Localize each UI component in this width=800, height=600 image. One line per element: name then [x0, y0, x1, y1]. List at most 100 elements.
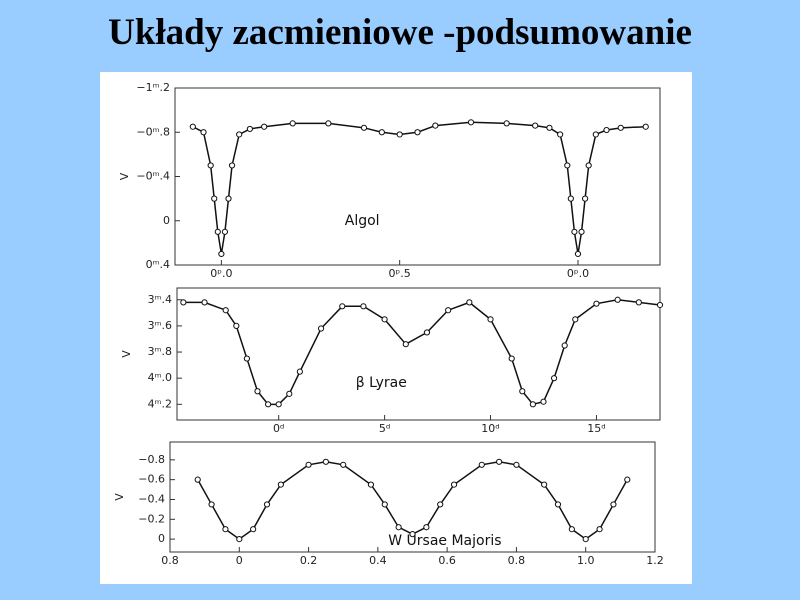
data-point: [208, 501, 215, 508]
data-point: [592, 131, 599, 138]
data-point: [222, 307, 229, 314]
data-point: [225, 195, 232, 202]
data-point: [275, 401, 282, 408]
data-point: [572, 316, 579, 323]
data-point: [550, 375, 558, 382]
x-tick-label: 0.8: [161, 554, 179, 567]
data-point: [201, 299, 208, 306]
data-point: [554, 501, 562, 508]
data-point: [264, 401, 272, 408]
x-tick-label: 10ᵈ: [481, 422, 499, 435]
y-tick-label: 4ᵐ.2: [148, 397, 172, 410]
data-point: [200, 129, 207, 136]
data-point: [508, 355, 515, 362]
data-point: [610, 501, 617, 508]
data-point: [378, 129, 385, 136]
data-point: [243, 355, 251, 362]
x-tick-label: 1.0: [577, 554, 595, 567]
x-tick-label: 15ᵈ: [587, 422, 605, 435]
y-tick-label: −0.6: [138, 473, 165, 486]
data-point: [381, 501, 388, 508]
data-point: [564, 162, 571, 169]
y-tick-label: 0: [163, 214, 170, 227]
y-axis-label: V: [120, 350, 133, 358]
y-axis-label: V: [113, 493, 126, 501]
data-point: [236, 536, 243, 543]
data-point: [496, 458, 503, 465]
data-point: [503, 120, 510, 127]
data-point: [340, 461, 347, 468]
data-point: [617, 124, 624, 131]
data-point: [467, 119, 475, 126]
y-tick-label: 4ᵐ.0: [148, 371, 172, 384]
data-point: [263, 501, 271, 508]
data-point: [596, 526, 603, 533]
data-point: [642, 123, 649, 130]
data-point: [317, 325, 325, 332]
y-tick-label: 3ᵐ.6: [148, 319, 172, 332]
x-tick-label: 0.4: [369, 554, 387, 567]
data-point: [571, 228, 578, 235]
data-point: [180, 299, 187, 306]
x-tick-label: 0.8: [508, 554, 526, 567]
data-point: [568, 526, 575, 533]
data-point: [540, 398, 547, 405]
data-point: [414, 129, 421, 136]
data-point: [423, 524, 430, 531]
data-point: [478, 461, 485, 468]
slide-title: Układy zacmieniowe -podsumowanie: [108, 12, 692, 53]
y-tick-label: 3ᵐ.4: [148, 293, 172, 306]
data-point: [339, 303, 346, 310]
light-curve: [183, 299, 661, 406]
data-point: [214, 228, 221, 235]
figure-panel: [100, 72, 692, 584]
data-point: [656, 301, 664, 309]
data-point: [305, 461, 312, 468]
data-point: [519, 388, 526, 395]
plot-frame: [169, 441, 656, 553]
y-tick-label: −0.8: [138, 453, 165, 466]
data-point: [432, 122, 439, 129]
data-point: [246, 125, 253, 133]
data-point: [189, 123, 196, 130]
data-point: [207, 162, 214, 169]
x-tick-label: 0ᵖ.0: [210, 267, 232, 280]
x-tick-label: 0: [236, 554, 243, 567]
data-point: [194, 476, 201, 483]
data-point: [250, 526, 257, 533]
data-point: [396, 131, 403, 138]
data-point: [561, 342, 568, 349]
data-point: [487, 316, 494, 323]
data-point: [222, 526, 229, 533]
data-point: [614, 296, 621, 303]
data-point: [635, 299, 642, 306]
data-point: [567, 195, 574, 202]
y-tick-label: −0ᵐ.4: [136, 170, 170, 183]
data-point: [437, 501, 444, 508]
data-point: [578, 228, 585, 235]
data-point: [624, 476, 631, 483]
data-point: [322, 458, 329, 465]
y-tick-label: −0.4: [138, 492, 165, 505]
data-point: [582, 536, 589, 543]
data-point: [593, 300, 600, 307]
data-point: [582, 195, 589, 202]
data-point: [585, 162, 592, 169]
data-point: [211, 195, 218, 202]
data-point: [402, 341, 409, 348]
curve-annotation: W Ursae Majoris: [388, 533, 501, 549]
data-point: [450, 481, 458, 488]
data-point: [218, 250, 225, 258]
data-point: [541, 481, 548, 488]
data-point: [574, 250, 582, 258]
data-point: [409, 531, 416, 538]
data-point: [381, 316, 388, 323]
plot-frame: [176, 287, 661, 421]
y-tick-label: 0: [158, 532, 165, 545]
data-point: [325, 120, 332, 127]
data-point: [513, 461, 520, 468]
y-tick-label: −0ᵐ.8: [136, 125, 170, 138]
y-tick-label: 3ᵐ.8: [148, 345, 172, 358]
x-tick-label: 0.2: [300, 554, 318, 567]
data-point: [546, 124, 553, 131]
